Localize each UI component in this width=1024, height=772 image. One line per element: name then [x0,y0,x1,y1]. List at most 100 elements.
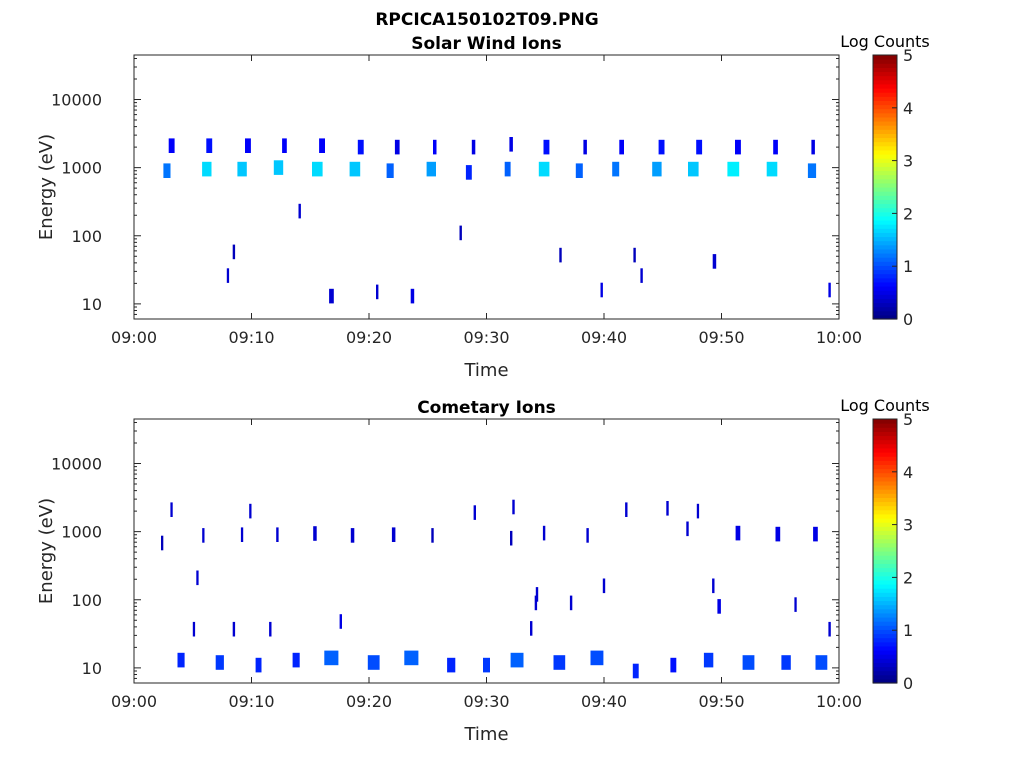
data-cell [794,597,797,612]
colorbar-segment [873,211,897,217]
colorbar-segment [873,563,897,569]
data-cell [504,161,511,177]
data-cell [727,161,740,177]
colorbar-segment [873,604,897,610]
data-cell [349,161,361,177]
data-cell [512,499,515,515]
colorbar-segment [873,273,897,279]
y-tick-label: 100 [71,227,102,246]
data-cell [666,501,669,516]
colorbar-segment [873,277,897,283]
data-cell [249,503,252,519]
colorbar-segment [873,290,897,295]
colorbar-segment [873,650,897,655]
data-cell [237,161,247,177]
colorbar-segment [873,592,897,597]
colorbar-segment [873,551,897,556]
colorbar-segment [873,224,897,229]
colorbar-segment [873,559,897,564]
colorbar-segment [873,253,897,258]
data-cell [712,254,717,269]
colorbar-segment [873,431,897,437]
colorbar-tick-label: 5 [903,410,913,429]
colorbar-segment [873,232,897,238]
colorbar-segment [873,584,897,589]
colorbar-segment [873,71,897,77]
colorbar-tick-label: 5 [903,46,913,65]
colorbar-segment [873,501,897,507]
colorbar-segment [873,314,897,320]
data-cell [542,525,546,541]
colorbar-segment [873,116,897,122]
data-cell [313,526,317,541]
x-tick-label: 09:10 [228,328,274,347]
colorbar-tick-label: 3 [903,516,913,535]
colorbar-segment [873,83,897,89]
data-cell [811,139,815,155]
colorbar-segment [873,567,897,573]
colorbar-segment [873,670,897,676]
data-cell [530,621,533,636]
data-cell [696,503,700,519]
colorbar-segment [873,174,897,180]
colorbar-segment [873,526,897,531]
colorbar-segment [873,480,897,486]
colorbar-segment [873,269,897,275]
colorbar-segment [873,522,897,527]
colorbar-segment [873,489,897,494]
y-axis-label: Energy (eV) [36,134,57,240]
x-tick-label: 09:40 [581,692,627,711]
colorbar-segment [873,310,897,316]
colorbar-segment [873,182,897,188]
data-cell [815,655,828,670]
colorbar-segment [873,612,897,618]
colorbar-segment [873,439,897,445]
colorbar-segment [873,571,897,577]
colorbar-segment [873,452,897,457]
data-cell [602,578,606,594]
data-cell [170,502,173,517]
data-cell [828,282,831,298]
colorbar-segment [873,460,897,465]
colorbar-segment [873,281,897,287]
data-cell [510,530,513,546]
data-cell [319,138,325,153]
data-cell [163,163,171,178]
data-cell [735,139,741,155]
colorbar-segment [873,505,897,511]
colorbar-segment [873,419,897,424]
colorbar-segment [873,286,897,291]
colorbar-segment [873,678,897,684]
colorbar-segment [873,423,897,428]
data-cell [775,526,781,542]
colorbar-segment [873,215,897,221]
data-cell [712,578,715,594]
colorbar-tick-label: 2 [903,204,913,223]
data-cells [161,499,831,679]
data-cell [292,652,300,668]
colorbar-tick-label: 0 [903,310,913,329]
colorbar-segment [873,485,897,490]
data-cell [426,161,436,177]
colorbar-segment [873,141,897,147]
y-axis-label: Energy (eV) [36,498,57,604]
x-axis-label: Time [463,360,508,381]
data-cell [386,163,394,178]
data-cell [640,268,643,283]
data-cell [269,621,272,637]
y-tick-label: 10 [82,659,102,678]
data-cell [192,621,196,637]
colorbar-segment [873,588,897,593]
data-cell [240,527,244,542]
data-cell [232,621,236,637]
data-cell [357,139,364,155]
colorbar-segment [873,513,897,519]
data-cell [196,570,199,586]
colorbar-segment [873,149,897,155]
colorbar-segment [873,464,897,470]
data-cell [394,139,400,155]
colorbar-tick-label: 3 [903,152,913,171]
colorbar-segment [873,637,897,643]
data-cell [367,655,380,670]
colorbar-segment [873,456,897,461]
